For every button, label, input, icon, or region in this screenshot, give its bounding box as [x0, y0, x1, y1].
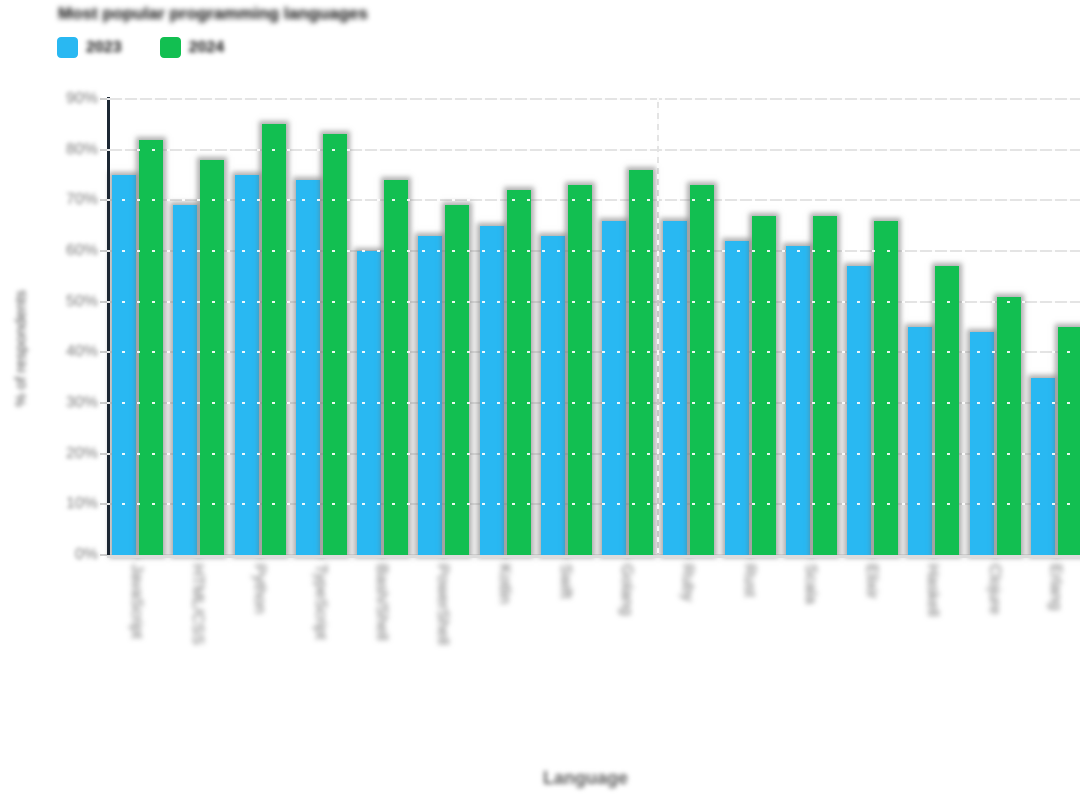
y-tick-mark-40	[100, 351, 107, 354]
legend: 2023 2024	[57, 37, 224, 58]
bar-2023-Rust	[724, 240, 749, 555]
x-tick-label-Golang: Golang	[618, 564, 635, 616]
x-tick-label-HTML/CSS: HTML/CSS	[189, 564, 207, 645]
gridline-dots-90	[107, 97, 1080, 100]
y-tick-label-30: 30%	[65, 393, 98, 411]
bar-2024-TypeScript	[322, 134, 347, 555]
y-tick-label-0: 0%	[74, 546, 98, 563]
y-tick-mark-90	[100, 97, 107, 100]
gridline-dots-30	[107, 401, 1080, 404]
y-tick-label-70: 70%	[65, 191, 98, 209]
y-tick-label-20: 20%	[65, 444, 98, 462]
bar-2024-Clojure	[996, 296, 1021, 555]
gridline-dots-80	[107, 148, 1080, 151]
legend-item-series-2: 2024	[159, 37, 225, 58]
bar-2024-Rust	[751, 215, 776, 555]
x-tick-label-Ruby: Ruby	[679, 564, 697, 602]
bar-2023-PowerShell	[418, 235, 443, 555]
x-tick-label-Swift: Swift	[556, 564, 574, 599]
bar-2024-HTML/CSS	[200, 159, 225, 555]
bar-2023-Ruby	[663, 220, 688, 555]
x-tick-label-TypeScript: TypeScript	[311, 564, 329, 640]
chart-title: Most popular programming languages	[58, 4, 368, 23]
bar-2024-Scala	[812, 215, 837, 555]
bar-2024-Kotlin	[506, 190, 531, 555]
bar-2023-Golang	[602, 220, 626, 555]
x-tick-label-Haskell: Haskell	[924, 564, 942, 617]
bar-2024-Ruby	[690, 185, 715, 555]
y-tick-mark-30	[100, 401, 107, 404]
x-tick-label-PowerShell: PowerShell	[434, 564, 452, 645]
legend-swatch-green	[159, 37, 181, 58]
bar-2023-Erlang	[1030, 377, 1055, 555]
y-tick-mark-0	[100, 554, 107, 556]
legend-swatch-blue	[57, 37, 78, 58]
bar-2023-Elixir	[847, 266, 871, 555]
x-tick-label-Python: Python	[250, 564, 268, 614]
bar-2023-Kotlin	[479, 225, 504, 555]
x-tick-label-Rust: Rust	[740, 564, 758, 597]
bar-2024-Bash/Shell	[384, 180, 408, 555]
bar-2023-HTML/CSS	[173, 205, 198, 555]
x-tick-label-Erlang: Erlang	[1046, 564, 1064, 611]
vertical-divider-dashes	[657, 97, 660, 555]
bar-2023-Swift	[540, 235, 565, 555]
gridline-dots-50	[107, 300, 1080, 303]
bar-2024-JavaScript	[139, 139, 163, 555]
y-tick-label-10: 10%	[65, 495, 98, 513]
gridline-dots-10	[107, 503, 1080, 506]
legend-label-series-1: 2023	[86, 38, 122, 56]
bar-2023-Clojure	[969, 332, 994, 555]
y-tick-mark-80	[100, 148, 107, 151]
legend-label-series-2: 2024	[188, 38, 225, 56]
y-tick-label-50: 50%	[65, 292, 98, 310]
y-tick-mark-70	[100, 199, 107, 202]
y-tick-label-80: 80%	[65, 140, 98, 158]
x-tick-label-Elixir: Elixir	[863, 564, 880, 599]
y-tick-mark-10	[100, 503, 107, 506]
legend-item-series-1: 2023	[57, 37, 122, 58]
x-tick-label-Scala: Scala	[801, 564, 819, 605]
y-tick-mark-60	[100, 249, 107, 252]
y-tick-mark-50	[100, 300, 107, 303]
y-axis-title: % of respondents	[12, 290, 30, 407]
x-tick-label-JavaScript: JavaScript	[128, 564, 145, 639]
bar-2024-Golang	[629, 169, 653, 555]
gridline-dots-70	[107, 199, 1080, 202]
bar-2024-Swift	[567, 185, 592, 555]
bar-2024-Elixir	[874, 220, 898, 555]
gridline-dots-60	[107, 249, 1080, 252]
bar-2024-Haskell	[935, 266, 960, 555]
y-tick-mark-20	[100, 452, 107, 455]
x-axis-line	[107, 555, 1080, 558]
bar-2024-Python	[261, 124, 286, 555]
x-tick-label-Clojure: Clojure	[985, 564, 1003, 615]
y-tick-label-90: 90%	[65, 89, 98, 107]
y-tick-label-40: 40%	[65, 343, 98, 361]
bar-2023-Scala	[785, 245, 810, 555]
bar-2023-JavaScript	[112, 174, 136, 555]
gridline-dots-20	[107, 452, 1080, 455]
gridline-dots-40	[107, 351, 1080, 354]
bar-2023-Python	[234, 174, 259, 555]
y-tick-label-60: 60%	[65, 241, 98, 259]
bar-2024-PowerShell	[445, 205, 470, 555]
bar-2023-TypeScript	[295, 180, 320, 555]
bar-2023-Haskell	[908, 326, 933, 555]
y-axis-line	[107, 97, 110, 558]
x-tick-label-Kotlin: Kotlin	[495, 564, 513, 605]
x-axis-title: Language	[543, 768, 629, 788]
bar-2024-Erlang	[1057, 326, 1080, 555]
x-tick-label-Bash/Shell: Bash/Shell	[373, 564, 390, 641]
